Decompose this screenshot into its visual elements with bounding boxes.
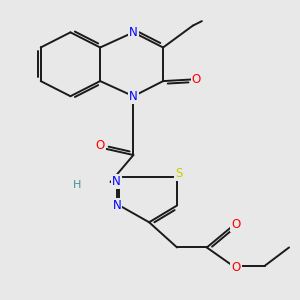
Text: O: O [231, 261, 241, 274]
Text: N: N [129, 90, 138, 103]
Text: H: H [73, 180, 82, 190]
Text: N: N [112, 176, 121, 188]
Text: N: N [112, 199, 122, 212]
Text: N: N [129, 26, 138, 39]
Text: O: O [95, 140, 105, 152]
Text: S: S [175, 167, 182, 180]
Text: O: O [231, 218, 241, 231]
Text: O: O [192, 73, 201, 86]
